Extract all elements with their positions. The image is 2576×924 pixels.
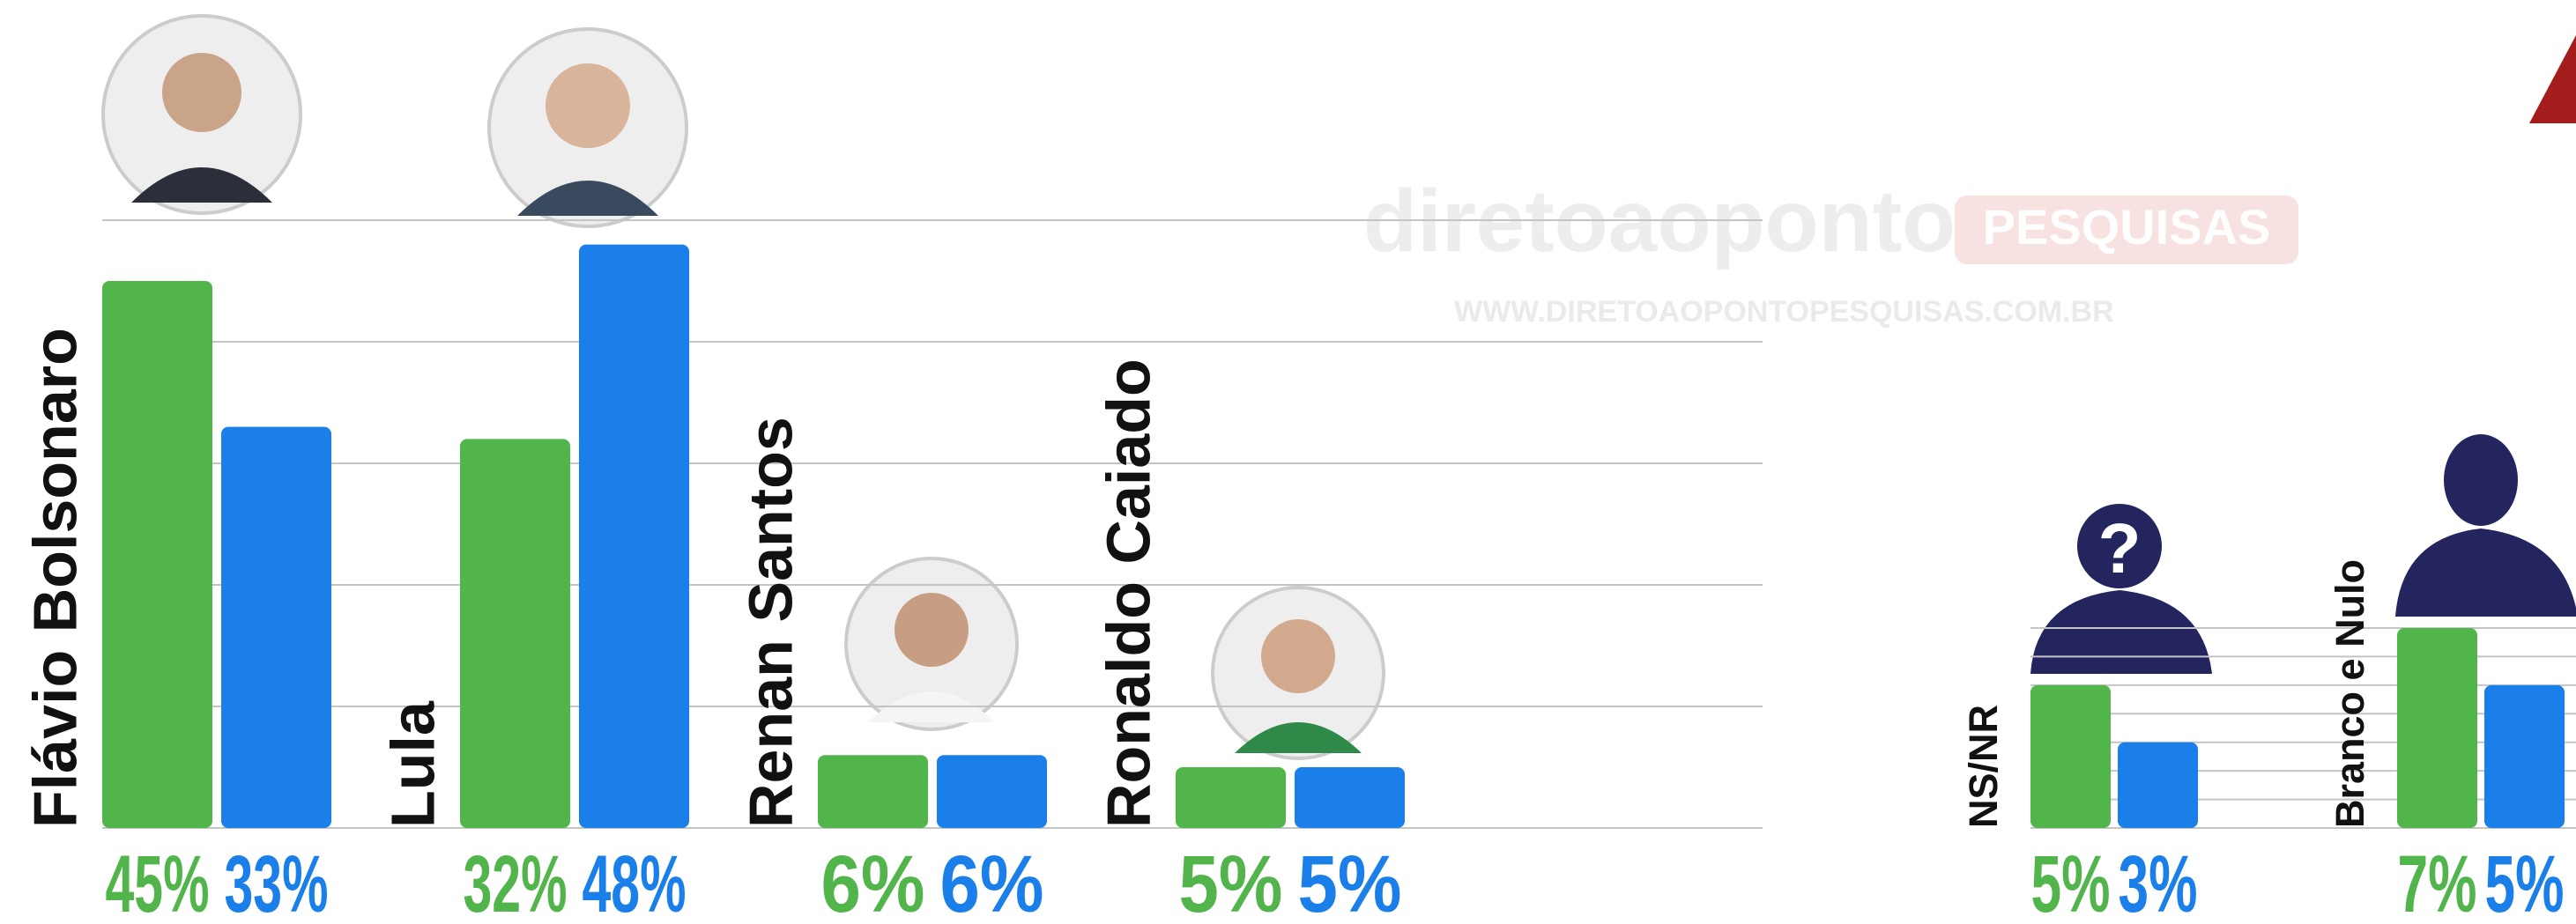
corner-shape <box>2529 35 2576 123</box>
value-label: 33% <box>225 839 329 924</box>
bar <box>1295 767 1405 828</box>
value-label: 5% <box>2031 839 2111 924</box>
bar <box>2030 685 2111 828</box>
value-label: 45% <box>106 839 210 924</box>
bar <box>937 755 1047 828</box>
bar <box>102 281 212 828</box>
value-label: 32% <box>464 839 568 924</box>
photo <box>489 29 687 226</box>
watermark-url: WWW.DIRETOAOPONTOPESQUISAS.COM.BR <box>1454 295 2114 329</box>
silhouettes: ? <box>2030 434 2576 674</box>
page: diretoaoponto PESQUISAS WWW.DIRETOAOPONT… <box>0 0 2576 924</box>
value-label: 5% <box>1179 839 1283 924</box>
category-label: Lula <box>378 700 447 828</box>
bar <box>2484 685 2565 828</box>
value-label: 3% <box>2119 839 2198 924</box>
watermark-badge: PESQUISAS <box>1983 199 2271 255</box>
category-label: NS/NR <box>1961 705 2006 828</box>
bar <box>2397 628 2477 828</box>
category-label: Ronaldo Caiado <box>1094 359 1162 828</box>
value-label: 6% <box>821 839 925 924</box>
photo <box>103 16 301 213</box>
bar <box>818 755 928 828</box>
person-icon <box>2395 434 2576 617</box>
value-label: 6% <box>940 839 1044 924</box>
chart: diretoaoponto PESQUISAS WWW.DIRETOAOPONT… <box>0 0 2576 924</box>
value-label: 5% <box>2485 839 2565 924</box>
bar <box>460 439 570 828</box>
bar <box>1176 767 1286 828</box>
value-label: 7% <box>2398 839 2477 924</box>
photo <box>1213 588 1384 758</box>
bar <box>2118 743 2198 828</box>
value-label: 5% <box>1298 839 1402 924</box>
category-label: Flávio Bolsonaro <box>20 328 89 828</box>
bar <box>579 245 689 828</box>
bar <box>221 427 331 828</box>
category-label: Branco e Nulo <box>2327 559 2372 828</box>
value-label: 48% <box>583 839 687 924</box>
category-label: Renan Santos <box>736 417 805 828</box>
svg-text:?: ? <box>2098 509 2142 588</box>
watermark: diretoaoponto PESQUISAS WWW.DIRETOAOPONT… <box>1363 172 2298 329</box>
unknown-icon: ? <box>2030 504 2212 674</box>
